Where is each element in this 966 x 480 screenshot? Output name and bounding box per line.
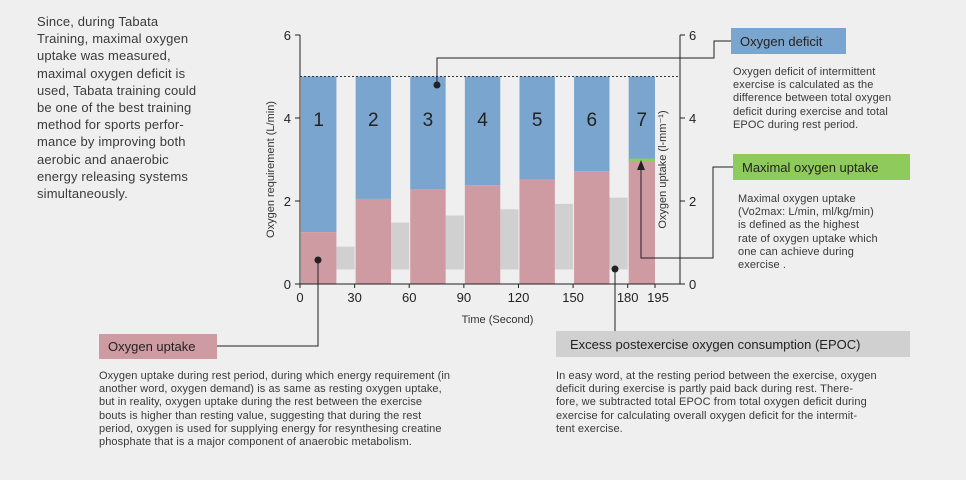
uptake-leader-dot [314,256,322,264]
epoc-leader-dot [611,265,619,273]
x-tick-label-90: 90 [457,290,471,305]
uptake-bar-7 [628,161,655,284]
deficit-bar-2 [355,76,392,199]
uptake-bar-5 [519,179,555,284]
y-tick-label-left-0: 0 [284,277,291,292]
x-tick-label-0: 0 [296,290,303,305]
oxygen-deficit-title: Oxygen deficit [740,33,823,49]
vo2max-leader-arrow [637,160,645,170]
oxygen-uptake-description: Oxygen uptake during rest period, during… [99,370,451,449]
deficit-bar-6 [574,76,610,172]
uptake-bar-2 [355,198,392,284]
intro-paragraph: Since, during Tabata Training, maximal o… [37,14,197,202]
x-axis-label: Time (Second) [462,314,534,326]
rest-bar-2 [391,222,410,270]
x-tick-label-30: 30 [347,290,361,305]
rest-bar-5 [554,203,574,270]
bout-label-2: 2 [368,110,379,131]
bout-label-6: 6 [586,110,597,131]
bout-label-7: 7 [637,110,648,131]
y-tick-label-right-0: 0 [689,277,696,292]
x-tick-label-180: 180 [617,290,639,305]
deficit-bar-4 [464,76,501,186]
deficit-bar-7 [628,76,655,162]
x-tick-label-120: 120 [508,290,530,305]
deficit-bar-3 [410,76,446,190]
x-tick-label-195: 195 [647,290,669,305]
vo2max-leader-line [640,166,733,259]
rest-bar-6 [609,197,628,270]
x-tick-label-150: 150 [562,290,584,305]
bout-label-1: 1 [313,110,324,131]
uptake-bar-4 [464,185,501,284]
y-tick-label-left-2: 2 [284,194,291,209]
y-axis-label-right: Oxygen uptake (l-mm⁻¹) [657,110,669,228]
uptake-bar-6 [574,171,610,284]
maximal-oxygen-uptake-tag: Maximal oxygen uptake [733,154,910,180]
vo2max-marker [628,158,655,162]
deficit-leader-dot [433,81,441,89]
uptake-leader-line [217,260,319,347]
y-tick-label-right-4: 4 [689,111,696,126]
oxygen-uptake-tag: Oxygen uptake [99,334,217,359]
oxygen-uptake-title: Oxygen uptake [108,339,196,354]
deficit-bar-5 [519,76,555,180]
y-axis-label-left: Oxygen requirement (L/min) [265,101,277,238]
rest-bar-4 [500,209,519,270]
epoc-title: Excess postexercise oxygen consumption (… [570,336,861,352]
y-tick-label-right-6: 6 [689,28,696,43]
uptake-bar-3 [410,189,446,284]
y-tick-label-right-2: 2 [689,194,696,209]
oxygen-deficit-description: Oxygen deficit of intermittent exercise … [733,66,892,131]
bout-label-5: 5 [532,110,543,131]
deficit-leader-line [436,40,731,85]
bout-label-4: 4 [477,110,488,131]
epoc-tag: Excess postexercise oxygen consumption (… [556,331,910,357]
deficit-bar-1 [301,76,337,233]
x-tick-label-60: 60 [402,290,416,305]
oxygen-deficit-tag: Oxygen deficit [731,28,846,54]
maximal-oxygen-uptake-title: Maximal oxygen uptake [742,159,879,175]
bout-label-3: 3 [423,110,434,131]
rest-bar-3 [445,215,464,270]
y-tick-label-left-6: 6 [284,28,291,43]
epoc-description: In easy word, at the resting period betw… [556,370,877,435]
maximal-oxygen-uptake-description: Maximal oxygen uptake (Vo2max: L/min, ml… [738,193,878,272]
rest-bar-1 [336,246,355,270]
y-tick-label-left-4: 4 [284,111,291,126]
